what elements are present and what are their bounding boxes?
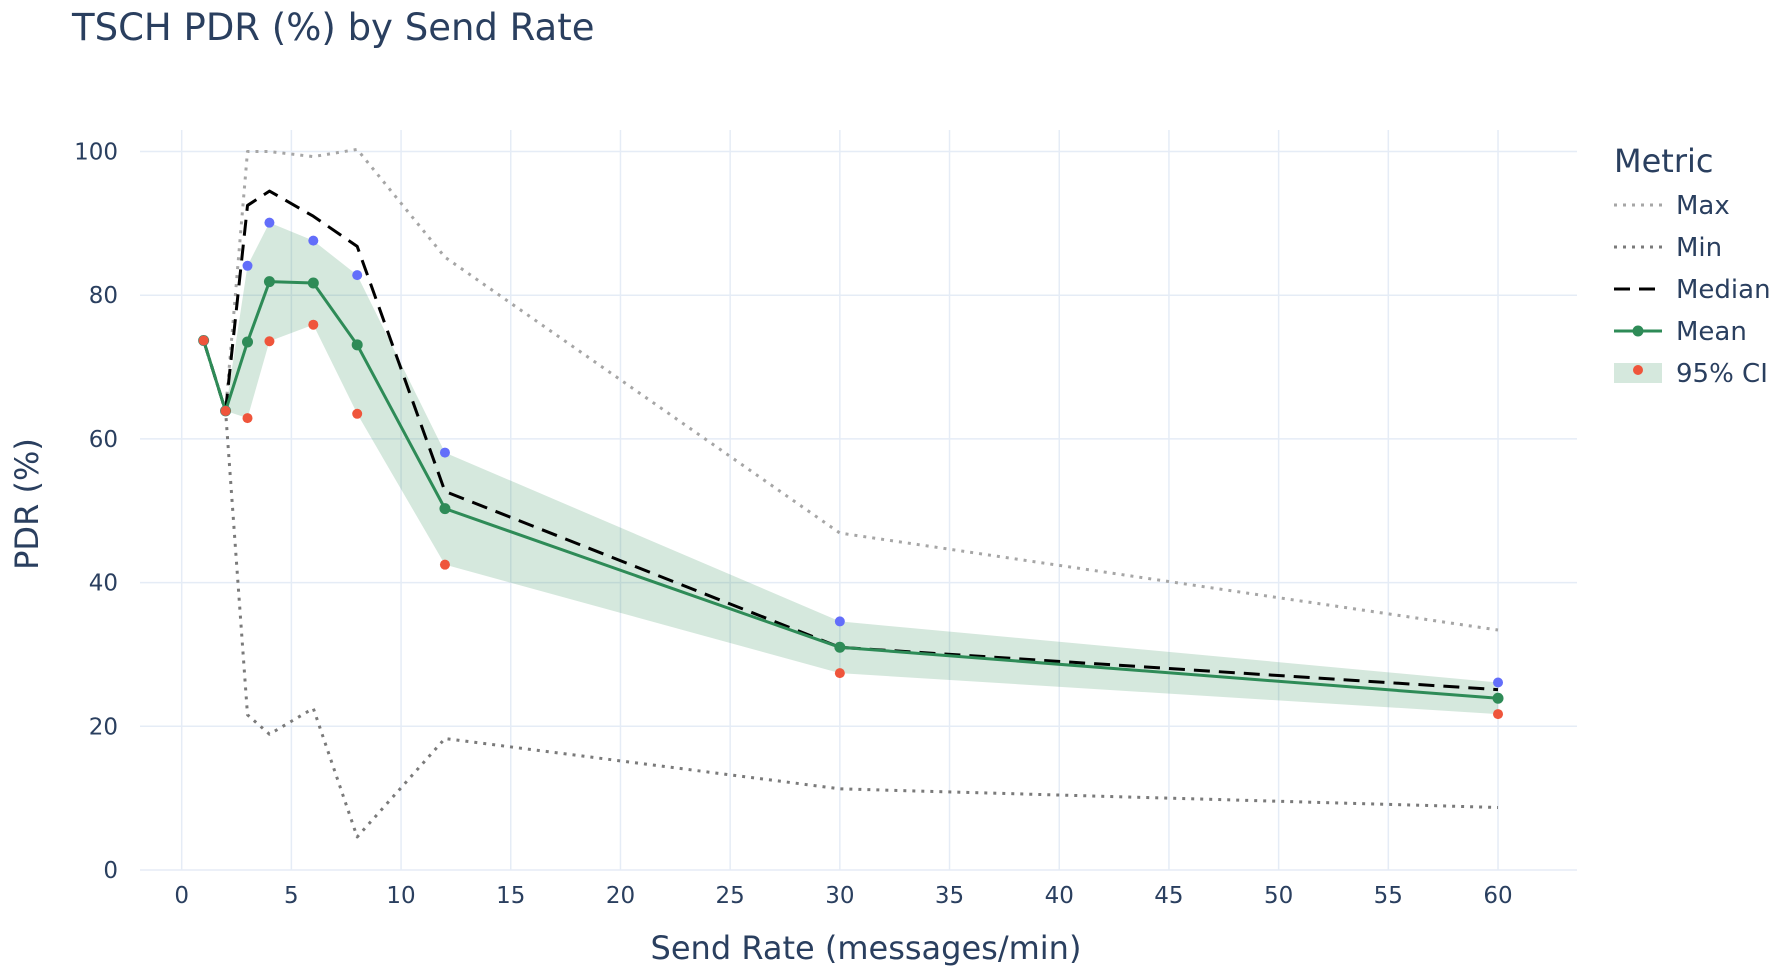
ci-band-layer: [203, 222, 1499, 715]
legend-label-median: Median: [1676, 275, 1771, 305]
y-tick-label-60: 60: [89, 427, 118, 453]
legend-title: Metric: [1614, 142, 1713, 180]
data-points-layer: [198, 217, 1504, 720]
ci-upper-point-8: [352, 270, 363, 281]
x-tick-label-35: 35: [935, 883, 964, 909]
ci-lower-point-12: [439, 559, 450, 570]
ci-band: [203, 222, 1499, 715]
x-tick-label-40: 40: [1045, 883, 1074, 909]
y-axis-title: PDR (%): [8, 438, 46, 570]
mean-point-8: [351, 339, 363, 351]
x-tick-label-45: 45: [1154, 883, 1183, 909]
mean-point-60: [1492, 692, 1504, 704]
y-tick-label-0: 0: [103, 858, 118, 884]
series-line-min: [202, 340, 1499, 839]
y-tick-label-20: 20: [89, 714, 118, 740]
grid-layer: [140, 130, 1577, 871]
tick-labels-layer: 0 5 10 15 20 25 30 35 40 45 50 55 60 0 20 40 60 80 100: [74, 140, 1513, 909]
legend-items: Max Min Median Mean 95% CI: [1614, 191, 1771, 389]
mean-point-6: [307, 277, 319, 289]
mean-point-3: [242, 336, 254, 348]
x-tick-label-25: 25: [716, 883, 745, 909]
x-tick-label-55: 55: [1374, 883, 1403, 909]
x-tick-label-20: 20: [606, 883, 635, 909]
x-tick-label-10: 10: [386, 883, 415, 909]
series-line-median: [202, 189, 1499, 692]
mean-point-30: [834, 641, 846, 653]
chart-title: TSCH PDR (%) by Send Rate: [71, 6, 595, 49]
legend-marker-mean: [1632, 325, 1644, 337]
legend-label-min: Min: [1676, 233, 1722, 263]
mean-point-12: [439, 503, 451, 515]
ci-lower-point-1: [198, 335, 209, 346]
x-tick-label-60: 60: [1483, 883, 1512, 909]
ci-upper-point-6: [308, 235, 319, 246]
y-tick-label-40: 40: [89, 571, 118, 597]
ci-upper-point-30: [834, 616, 845, 627]
x-tick-label-15: 15: [496, 883, 525, 909]
x-tick-label-30: 30: [825, 883, 854, 909]
mean-point-4: [263, 276, 275, 288]
ci-lower-point-60: [1493, 709, 1504, 720]
ci-upper-point-12: [439, 447, 450, 458]
legend-label-max: Max: [1676, 191, 1730, 221]
legend-marker-ci: [1633, 365, 1643, 375]
ci-lower-point-2: [220, 405, 231, 416]
y-tick-label-100: 100: [74, 140, 118, 166]
ci-upper-point-4: [264, 217, 275, 228]
x-tick-label-50: 50: [1264, 883, 1293, 909]
ci-upper-point-3: [242, 260, 253, 271]
legend-label-mean: Mean: [1676, 317, 1747, 347]
y-tick-label-80: 80: [89, 283, 118, 309]
ci-lower-point-6: [308, 319, 319, 330]
legend-label-95-ci: 95% CI: [1676, 359, 1768, 389]
ci-lower-point-8: [352, 408, 363, 419]
ci-lower-point-30: [834, 668, 845, 679]
legend: Metric Max Min Median Mean 95% CI: [1614, 142, 1771, 389]
ci-upper-point-60: [1493, 677, 1504, 688]
series-lines-layer: [202, 147, 1499, 839]
x-tick-label-5: 5: [284, 883, 299, 909]
x-tick-label-0: 0: [174, 883, 189, 909]
ci-lower-point-4: [264, 336, 275, 347]
x-axis-title: Send Rate (messages/min): [651, 929, 1082, 967]
ci-lower-point-3: [242, 413, 253, 424]
